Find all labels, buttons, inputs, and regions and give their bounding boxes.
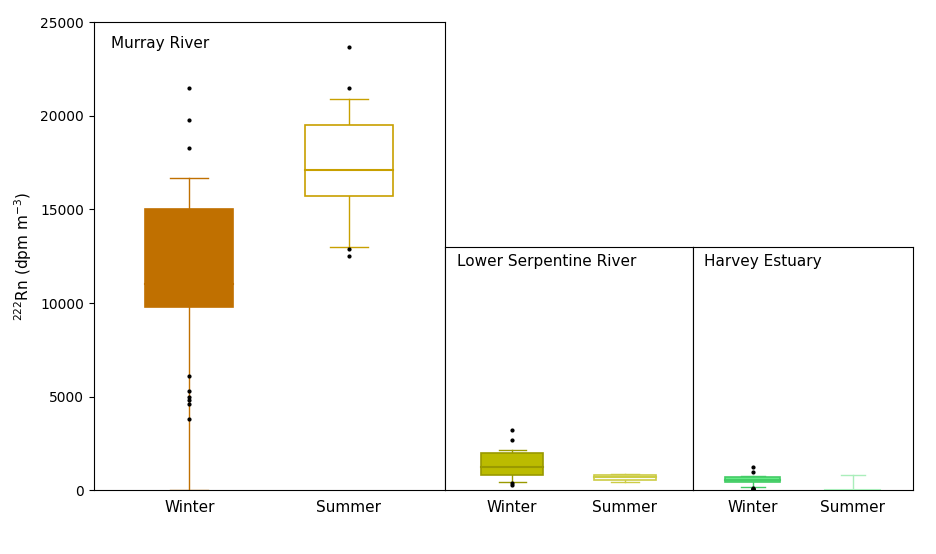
Y-axis label: $^{222}$Rn (dpm m$^{-3}$): $^{222}$Rn (dpm m$^{-3}$) xyxy=(13,192,35,321)
Text: Murray River: Murray River xyxy=(111,36,210,51)
Text: Harvey Estuary: Harvey Estuary xyxy=(704,254,821,269)
Bar xyxy=(594,475,656,480)
Text: Lower Serpentine River: Lower Serpentine River xyxy=(457,254,636,269)
Bar xyxy=(725,476,780,482)
Bar xyxy=(305,125,393,196)
Bar xyxy=(481,453,543,475)
Bar xyxy=(145,209,233,307)
